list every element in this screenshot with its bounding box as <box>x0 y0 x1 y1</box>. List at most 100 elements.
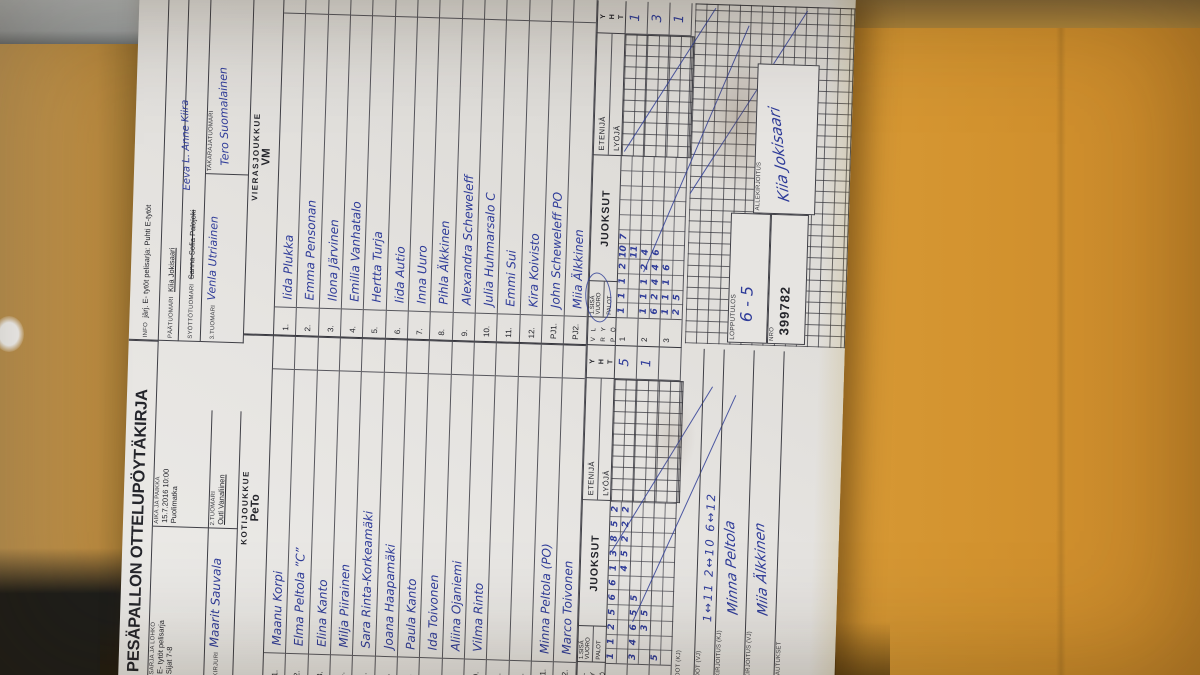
score-cell <box>651 590 664 606</box>
score-cell <box>630 560 643 576</box>
home-etenija-label: ETENIJÄ <box>586 460 597 496</box>
score-cell <box>652 576 664 592</box>
player-number: 3. <box>318 307 341 337</box>
player-number: 5. <box>352 654 375 675</box>
score-cell <box>672 274 685 290</box>
signature-home-signature: Minna Peltola <box>721 518 742 617</box>
score-cell <box>641 214 653 230</box>
score-cell: 1 <box>617 272 630 288</box>
away-yht-header: Y H T <box>596 0 627 35</box>
player-number: 10. <box>474 312 498 342</box>
score-cell <box>616 648 629 664</box>
away-etenija-label: ETENIJÄ <box>596 116 607 151</box>
score-cell: 10 <box>618 243 630 259</box>
player-extra-cell <box>317 337 340 372</box>
player-extra-cell <box>496 343 519 377</box>
score-cell <box>661 620 674 636</box>
score-cell <box>654 156 666 172</box>
back-line-umpire-box: TAKARAJATUOMARI Tero Suomalainen <box>205 0 256 176</box>
away-etenija-lyoja-header: ETENIJÄ LYÖJÄ <box>592 33 626 157</box>
score-cell <box>619 199 632 215</box>
player-extra-cell <box>328 0 352 16</box>
substitutions-away-value: 1↔11 2↔10 6↔12 <box>700 491 719 623</box>
score-cell <box>650 634 662 650</box>
signature-away-signature: Miia Älkkinen <box>751 521 772 618</box>
score-cell <box>650 620 663 636</box>
player-number: 8. <box>430 311 453 340</box>
score-cell: 2 <box>606 618 619 634</box>
score-cell <box>628 273 641 289</box>
score-cell <box>631 545 643 561</box>
score-cell: 1 <box>639 273 652 289</box>
desk-top-right-edge <box>838 0 1200 30</box>
score-cell: 4 <box>651 259 663 275</box>
home-letters-row2: R Y <box>587 662 598 675</box>
score-cell <box>641 200 654 216</box>
inning-number: 3 <box>648 664 671 675</box>
player-extra-cell <box>462 0 486 20</box>
scorer-handwritten: Maarit Sauvala <box>207 557 224 648</box>
score-cell <box>618 589 631 605</box>
player-number: PJ2. <box>553 661 576 675</box>
score-cell: 6 <box>628 619 641 635</box>
score-cell: 1 <box>661 274 674 290</box>
player-number: 2. <box>296 307 319 336</box>
home-juoksut-header: JUOKSUT <box>577 500 611 627</box>
score-cell <box>663 561 676 577</box>
score-cell <box>654 502 666 518</box>
score-cell: 1 <box>660 303 673 319</box>
home-etenija-lyoja-header: ETENIJÄ LYÖJÄ <box>581 378 615 501</box>
score-cell <box>653 170 666 187</box>
home-vuoro-label: VUORO <box>584 637 592 660</box>
score-cell <box>629 229 642 245</box>
score-cell: 1 <box>616 302 629 318</box>
score-cell: 2 <box>618 258 630 274</box>
scorer-label: KIRJURI <box>213 651 220 675</box>
away-roster-table: 1. Iida Plukka 2. Emma Pensonan 3. Ilona Järv… <box>273 0 598 346</box>
score-cell <box>660 649 673 665</box>
envelope-crease <box>1056 28 1066 675</box>
scoresheet-paper: PESÄPALLON OTTELUPÖYTÄKIRJA SARJA JA LOH… <box>118 0 856 675</box>
score-cell: 11 <box>629 243 641 259</box>
inning-digit-zone: 5 <box>649 502 677 665</box>
player-number: 1. <box>263 652 286 675</box>
score-cell <box>630 199 643 215</box>
score-cell <box>618 604 630 620</box>
player-number: 7. <box>397 656 420 675</box>
pitch-umpire-printed-crossed: Sanna-Sofia Palojoki <box>186 209 198 280</box>
home-vuoro-palot-header: 1.SISÄ VUORO PALOT <box>576 625 607 663</box>
inning-number: 1 <box>604 662 627 675</box>
score-cell <box>620 169 633 186</box>
player-number: 7. <box>407 310 431 340</box>
player-number: 2. <box>285 652 308 675</box>
score-cell <box>662 244 674 260</box>
back-line-umpire-handwritten: Tero Suomalainen <box>216 66 232 166</box>
pitch-umpire-handwritten: Eeva L. Anne Kiira <box>179 99 193 191</box>
player-extra-cell <box>406 340 430 375</box>
score-cell <box>662 591 675 607</box>
gray-table-edge <box>0 0 140 44</box>
score-cell <box>629 258 641 274</box>
home-letters-row1: V L <box>577 662 588 675</box>
score-cell: 6 <box>649 303 662 319</box>
score-cell <box>642 516 655 532</box>
score-cell <box>630 214 642 230</box>
player-extra-cell <box>429 341 452 375</box>
score-cell <box>631 531 643 547</box>
inning-number: 3 <box>659 318 682 348</box>
player-number: 11. <box>497 313 520 342</box>
home-yht-header: Y H T <box>585 345 616 380</box>
desk-wood-surface <box>0 44 138 604</box>
score-cell: 1 <box>608 559 621 575</box>
score-cell <box>638 649 651 665</box>
score-cell <box>642 170 655 186</box>
score-cell: 6 <box>607 589 620 605</box>
score-cell <box>617 633 629 649</box>
umpire-signature-value: Kiia Jokisaari <box>764 105 794 204</box>
score-cell: 5 <box>640 605 652 621</box>
score-cell: 6 <box>662 259 674 275</box>
player-number: 1. <box>273 306 297 335</box>
score-cell: 2 <box>610 501 622 517</box>
score-cell: 4 <box>628 634 640 650</box>
